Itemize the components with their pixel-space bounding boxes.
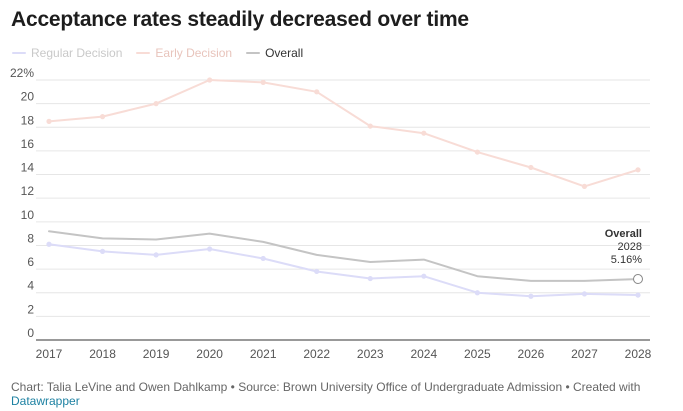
x-tick-label: 2018 bbox=[89, 347, 116, 361]
legend-label-regular-decision: Regular Decision bbox=[31, 46, 123, 60]
data-point-regular-decision[interactable] bbox=[46, 241, 52, 247]
data-point-regular-decision[interactable] bbox=[153, 252, 159, 258]
line-chart: 0 2 4 6 8 10 12 14 16 18 20 22% 2017 2018 2019 2020 2021… bbox=[10, 66, 652, 361]
legend-label-overall: Overall bbox=[265, 46, 304, 60]
y-tick-label: 6 bbox=[27, 255, 34, 269]
x-tick-label: 2028 bbox=[625, 347, 652, 361]
y-tick-label: 4 bbox=[27, 279, 34, 293]
data-point-regular-decision[interactable] bbox=[99, 248, 106, 254]
legend-swatch-overall bbox=[246, 52, 261, 54]
legend-item-early-decision[interactable]: Early Decision bbox=[136, 46, 232, 60]
data-point-regular-decision[interactable] bbox=[260, 255, 266, 262]
footer-credit: Chart: Talia LeVine and Owen Dahlkamp • … bbox=[11, 380, 641, 394]
y-tick-label: 22% bbox=[10, 66, 34, 80]
y-tick-label: 14 bbox=[21, 161, 35, 175]
y-tick-label: 10 bbox=[21, 208, 35, 222]
data-point-early-decision[interactable] bbox=[153, 101, 159, 107]
data-point-early-decision[interactable] bbox=[474, 149, 480, 155]
y-tick-label: 2 bbox=[27, 302, 34, 316]
legend-item-overall[interactable]: Overall bbox=[246, 46, 303, 60]
data-point-regular-decision[interactable] bbox=[367, 275, 373, 282]
legend-item-regular-decision[interactable]: Regular Decision bbox=[12, 46, 122, 60]
x-tick-label: 2023 bbox=[357, 347, 384, 361]
data-point-regular-decision[interactable] bbox=[528, 293, 534, 299]
data-point-early-decision[interactable] bbox=[421, 130, 427, 136]
data-point-regular-decision[interactable] bbox=[207, 246, 213, 252]
x-tick-label: 2022 bbox=[303, 347, 330, 361]
x-tick-label: 2024 bbox=[410, 347, 437, 361]
y-tick-label: 8 bbox=[27, 231, 34, 245]
series-line-early-decision bbox=[48, 79, 639, 188]
x-tick-label: 2026 bbox=[518, 347, 545, 361]
x-tick-label: 2017 bbox=[36, 347, 63, 361]
x-tick-label: 2021 bbox=[250, 347, 277, 361]
data-point-early-decision[interactable] bbox=[528, 164, 534, 171]
data-point-early-decision[interactable] bbox=[99, 114, 106, 120]
y-tick-label: 20 bbox=[21, 90, 35, 104]
series-line-regular-decision bbox=[48, 243, 639, 298]
data-point-regular-decision[interactable] bbox=[314, 268, 320, 275]
legend: Regular Decision Early Decision Overall bbox=[12, 46, 303, 60]
data-point-regular-decision[interactable] bbox=[581, 291, 588, 297]
annotation-value: 5.16% bbox=[611, 254, 642, 266]
y-tick-label: 0 bbox=[27, 326, 34, 340]
x-tick-label: 2027 bbox=[571, 347, 598, 361]
datawrapper-link[interactable]: Datawrapper bbox=[11, 394, 80, 408]
legend-swatch-early-decision bbox=[136, 52, 151, 54]
data-point-regular-decision[interactable] bbox=[474, 290, 480, 296]
series-line-overall bbox=[48, 230, 639, 282]
annotation-year: 2028 bbox=[618, 241, 642, 253]
data-point-regular-decision[interactable] bbox=[421, 273, 427, 279]
y-tick-label: 16 bbox=[21, 137, 35, 151]
chart-footer: Chart: Talia LeVine and Owen Dahlkamp • … bbox=[11, 380, 671, 408]
legend-swatch-regular-decision bbox=[12, 52, 26, 54]
data-point-early-decision[interactable] bbox=[581, 183, 588, 189]
x-tick-label: 2025 bbox=[464, 347, 491, 361]
legend-label-early-decision: Early Decision bbox=[155, 46, 233, 60]
x-tick-label: 2020 bbox=[196, 347, 223, 361]
chart-title: Acceptance rates steadily decreased over… bbox=[11, 8, 469, 31]
annotation-marker[interactable] bbox=[633, 274, 643, 285]
data-point-early-decision[interactable] bbox=[314, 89, 320, 95]
annotation-series-label: Overall bbox=[605, 228, 642, 240]
y-tick-label: 12 bbox=[21, 184, 35, 198]
data-point-early-decision[interactable] bbox=[367, 123, 373, 129]
data-point-early-decision[interactable] bbox=[635, 167, 641, 173]
data-point-early-decision[interactable] bbox=[207, 77, 213, 83]
data-point-early-decision[interactable] bbox=[46, 118, 52, 124]
data-point-early-decision[interactable] bbox=[260, 79, 266, 85]
data-point-regular-decision[interactable] bbox=[635, 292, 641, 298]
x-tick-label: 2019 bbox=[143, 347, 170, 361]
y-tick-label: 18 bbox=[21, 113, 35, 127]
